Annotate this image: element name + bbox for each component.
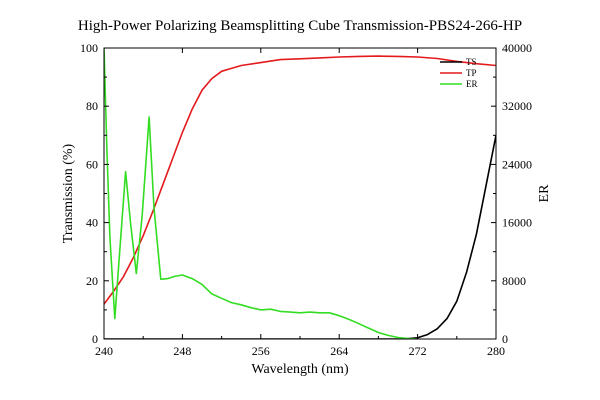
- legend-label-tp: TP: [466, 68, 477, 78]
- chart-title: High-Power Polarizing Beamsplitting Cube…: [78, 18, 522, 34]
- y2-tick-label: 24000: [502, 157, 532, 171]
- x-tick-label: 264: [330, 344, 348, 358]
- y2-axis-title: ER: [537, 184, 552, 203]
- series-line-er: [104, 48, 418, 339]
- series-line-ts: [104, 135, 496, 339]
- y-tick-label: 0: [92, 332, 98, 346]
- y2-tick-label: 32000: [502, 99, 532, 113]
- x-tick-label: 272: [409, 344, 427, 358]
- y2-tick-label: 16000: [502, 216, 532, 230]
- series-layer: [104, 48, 496, 339]
- x-tick-label: 280: [487, 344, 505, 358]
- legend-label-er: ER: [466, 79, 478, 89]
- y2-tick-label: 0: [502, 332, 508, 346]
- x-tick-label: 240: [95, 344, 113, 358]
- y-tick-label: 60: [86, 157, 98, 171]
- y-axis-title: Transmission (%): [61, 143, 76, 243]
- x-axis-title: Wavelength (nm): [251, 362, 349, 377]
- y-tick-label: 100: [80, 41, 98, 55]
- x-tick-label: 248: [173, 344, 191, 358]
- legend-label-ts: TS: [466, 57, 477, 67]
- y2-tick-label: 40000: [502, 41, 532, 55]
- axes-layer: 240 248 256 264 272 2800204060801000800016000…: [80, 41, 532, 358]
- series-line-tp: [104, 55, 496, 305]
- x-tick-label: 256: [252, 344, 270, 358]
- y-tick-label: 40: [86, 216, 98, 230]
- y2-tick-label: 8000: [502, 274, 526, 288]
- plot-frame: [103, 47, 497, 340]
- y-tick-label: 20: [86, 274, 98, 288]
- y-tick-label: 80: [86, 99, 98, 113]
